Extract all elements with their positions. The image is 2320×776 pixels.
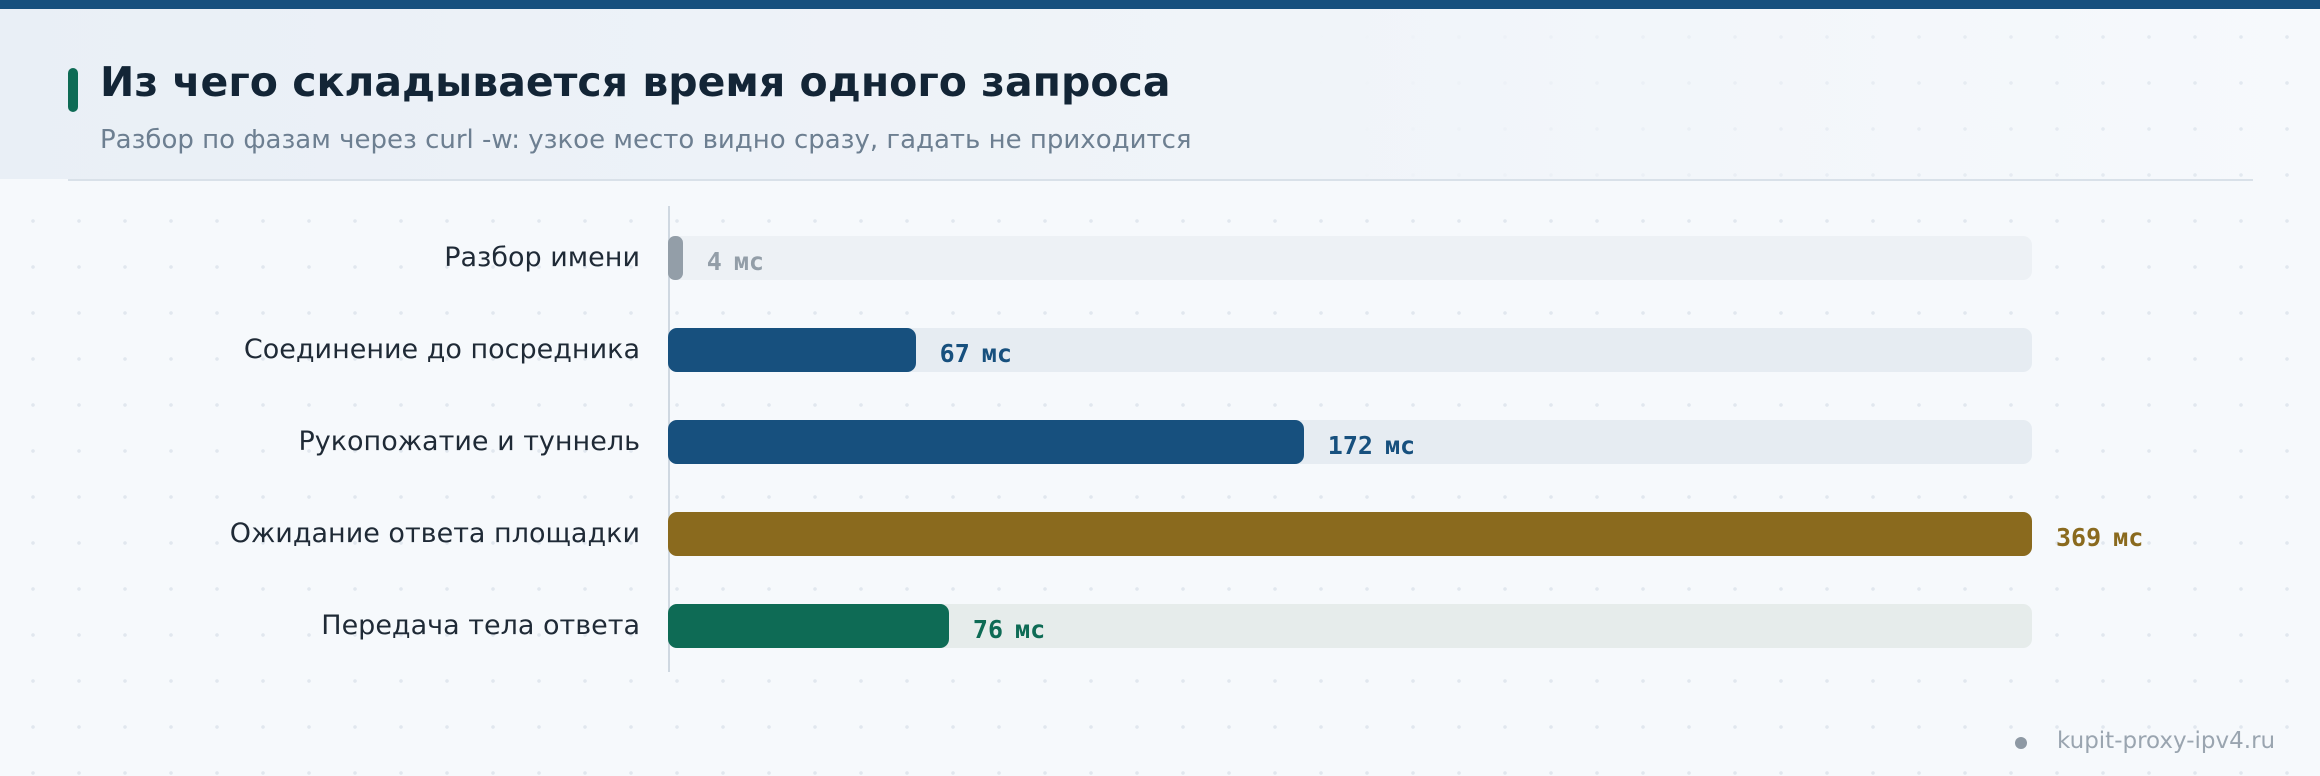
value-unit: мс [981, 339, 1012, 368]
value-label: 67 мс [940, 332, 1012, 376]
category-label: Передача тела ответа [321, 610, 640, 641]
category-label: Ожидание ответа площадки [229, 518, 640, 549]
bar-track [668, 236, 2032, 280]
category-label: Рукопожатие и туннель [298, 426, 640, 457]
value-label: 76 мс [973, 608, 1045, 652]
category-label: Разбор имени [444, 242, 640, 273]
value-unit: мс [2113, 523, 2144, 552]
header-divider [68, 179, 2253, 181]
value-label: 172 мс [1328, 424, 1415, 468]
value-number: 76 [972, 615, 1004, 644]
value-number: 67 [939, 339, 970, 368]
chart-title: Из чего складывается время одного запрос… [100, 58, 1171, 106]
value-unit: мс [1384, 431, 1416, 460]
value-label: 369 мс [2056, 516, 2143, 560]
header-panel [0, 9, 2320, 179]
source-label: kupit-proxy-ipv4.ru [2057, 728, 2276, 754]
bar [668, 604, 949, 648]
value-number: 4 [706, 247, 722, 276]
source-dot-icon [2015, 737, 2027, 749]
bar [668, 420, 1304, 464]
title-accent-marker [68, 68, 78, 112]
chart-subtitle: Разбор по фазам через curl -w: узкое мес… [100, 125, 1192, 155]
bar [668, 328, 916, 372]
category-label: Соединение до посредника [243, 334, 640, 365]
value-label: 4 мс [707, 240, 764, 284]
bar [668, 236, 683, 280]
value-number: 172 [1327, 431, 1373, 460]
bar [668, 512, 2032, 556]
value-number: 369 [2056, 523, 2102, 552]
top-accent-bar [0, 0, 2320, 9]
value-unit: мс [1015, 615, 1046, 644]
value-unit: мс [733, 247, 764, 276]
